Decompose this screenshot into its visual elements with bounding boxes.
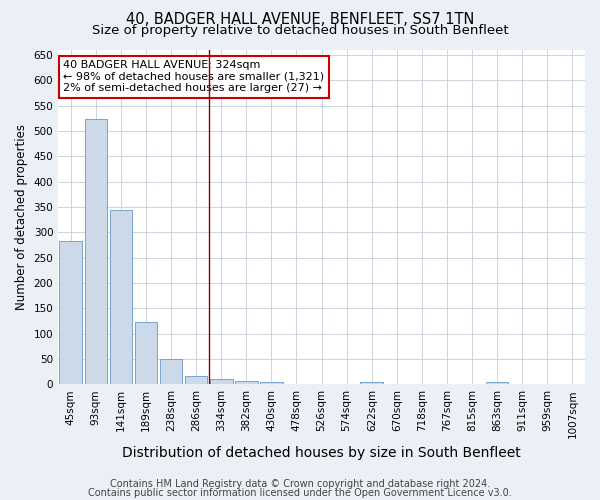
- Text: Size of property relative to detached houses in South Benfleet: Size of property relative to detached ho…: [92, 24, 508, 37]
- Y-axis label: Number of detached properties: Number of detached properties: [15, 124, 28, 310]
- Text: Contains HM Land Registry data © Crown copyright and database right 2024.: Contains HM Land Registry data © Crown c…: [110, 479, 490, 489]
- Text: 40, BADGER HALL AVENUE, BENFLEET, SS7 1TN: 40, BADGER HALL AVENUE, BENFLEET, SS7 1T…: [126, 12, 474, 28]
- Bar: [110, 210, 132, 384]
- Bar: [59, 241, 82, 384]
- Bar: [134, 322, 157, 384]
- Bar: [235, 382, 257, 384]
- Bar: [85, 119, 107, 384]
- Bar: [260, 382, 283, 384]
- Bar: [486, 382, 508, 384]
- Bar: [185, 376, 208, 384]
- X-axis label: Distribution of detached houses by size in South Benfleet: Distribution of detached houses by size …: [122, 446, 521, 460]
- Text: Contains public sector information licensed under the Open Government Licence v3: Contains public sector information licen…: [88, 488, 512, 498]
- Bar: [361, 382, 383, 384]
- Bar: [160, 360, 182, 384]
- Text: 40 BADGER HALL AVENUE: 324sqm
← 98% of detached houses are smaller (1,321)
2% of: 40 BADGER HALL AVENUE: 324sqm ← 98% of d…: [64, 60, 325, 93]
- Bar: [210, 378, 233, 384]
